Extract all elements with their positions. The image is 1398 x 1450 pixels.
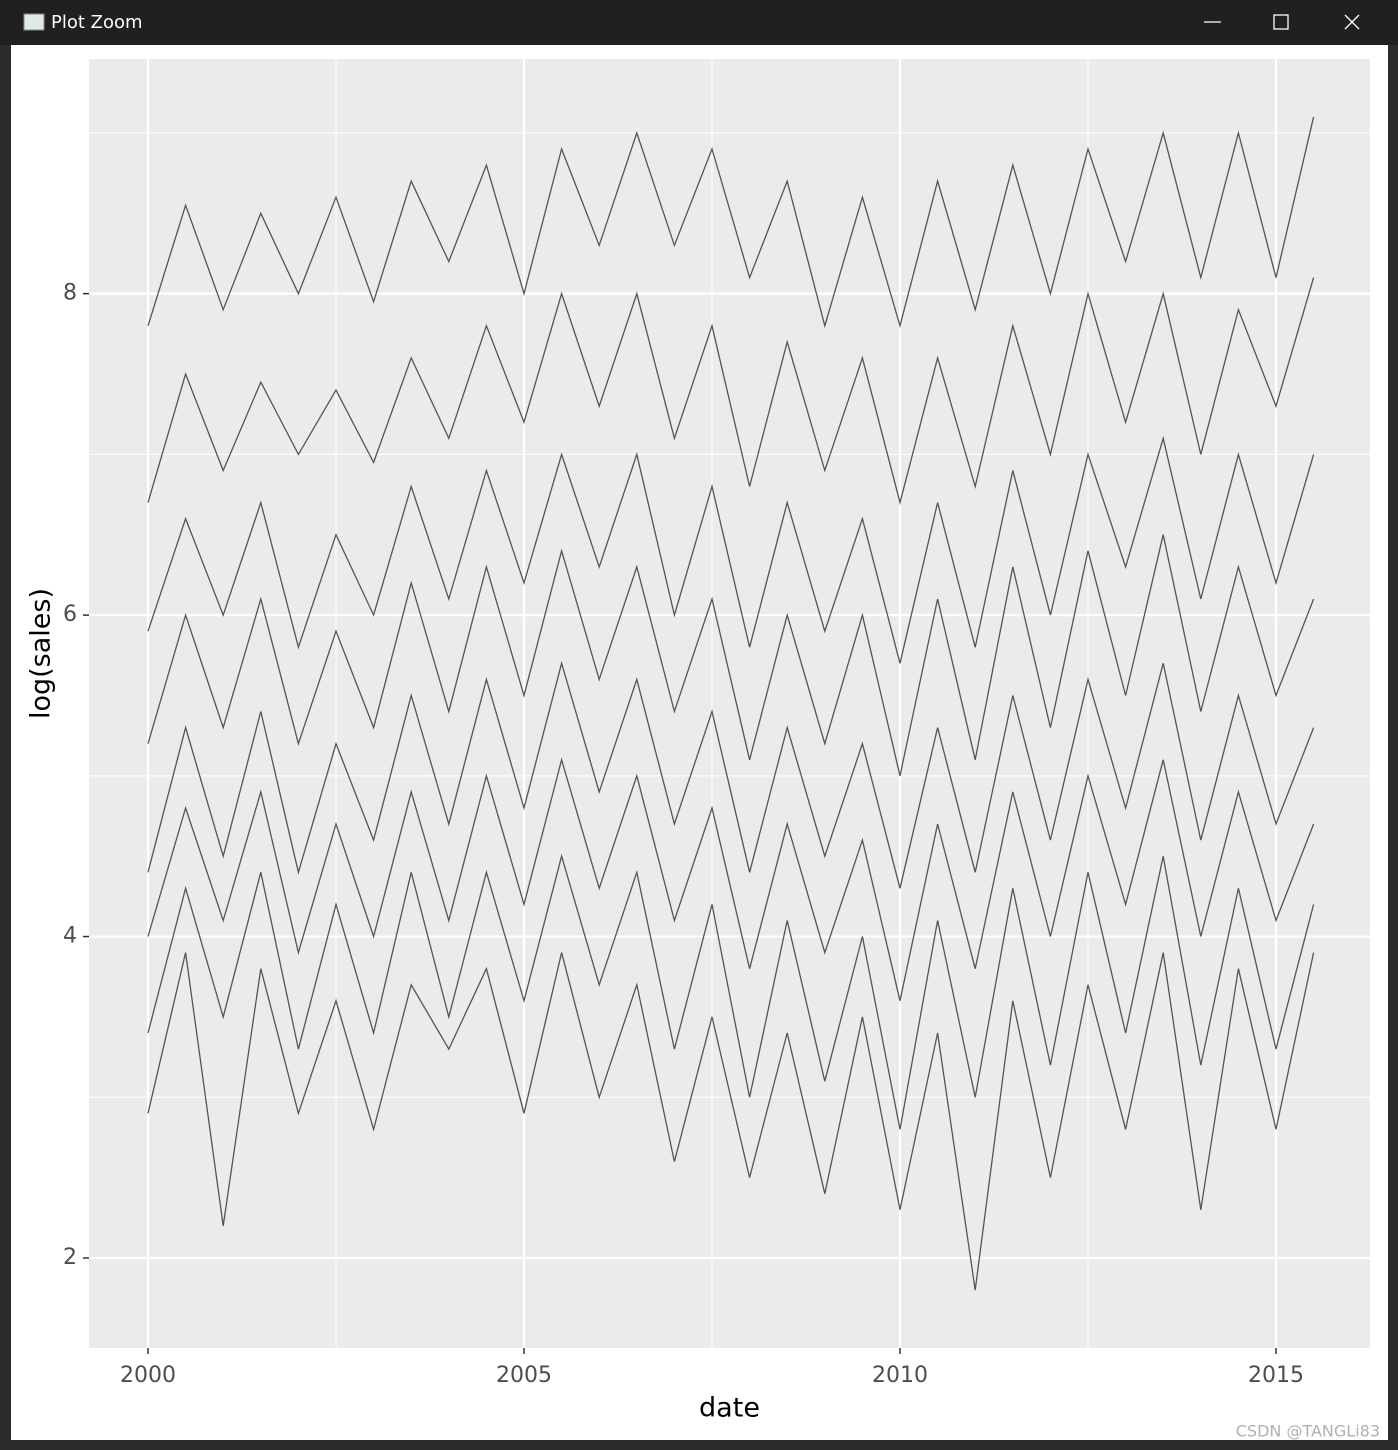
x-tick-label: 2015 xyxy=(1248,1363,1304,1388)
series-line xyxy=(147,853,1315,1130)
close-button[interactable] xyxy=(1344,14,1360,30)
title-bar xyxy=(0,0,1398,45)
series-line xyxy=(147,757,1315,1001)
y-axis-title: log(sales) xyxy=(26,588,57,719)
panel xyxy=(89,59,1370,1348)
window-title: Plot Zoom xyxy=(51,12,143,33)
x-tick-label: 2005 xyxy=(496,1363,552,1388)
y-tick-label: 8 xyxy=(63,281,77,306)
app-icon xyxy=(23,13,45,31)
y-tick-label: 2 xyxy=(63,1245,77,1270)
series-line xyxy=(147,660,1315,889)
series-line xyxy=(147,116,1315,329)
series-line xyxy=(147,277,1315,506)
series-line xyxy=(147,534,1315,776)
series-line xyxy=(147,952,1315,1291)
series-line xyxy=(147,435,1315,664)
y-tick-label: 4 xyxy=(63,924,77,949)
watermark: CSDN @TANGLi83 xyxy=(1236,1422,1380,1441)
x-axis-title: date xyxy=(699,1393,760,1424)
x-tick-label: 2010 xyxy=(872,1363,928,1388)
maximize-button[interactable] xyxy=(1273,14,1289,30)
x-tick-label: 2000 xyxy=(120,1363,176,1388)
y-tick-label: 6 xyxy=(63,602,77,627)
